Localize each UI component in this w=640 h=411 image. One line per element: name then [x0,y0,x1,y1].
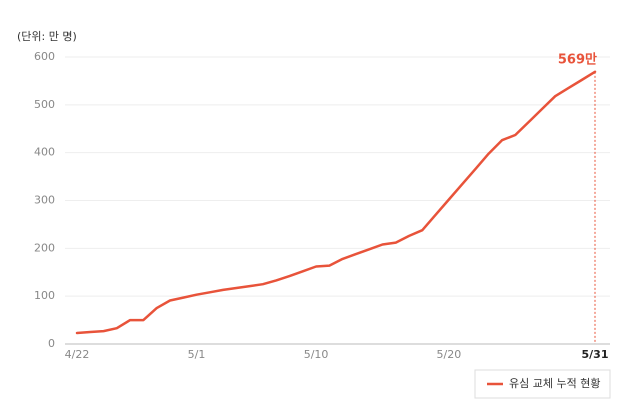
y-tick-label: 0 [48,337,55,350]
x-tick-label: 5/20 [437,348,462,361]
y-tick-label: 200 [34,241,55,254]
y-tick-label: 500 [34,98,55,111]
x-tick-label: 5/1 [188,348,206,361]
unit-label: (단위: 만 명) [17,30,77,43]
x-tick-label: 4/22 [65,348,90,361]
y-tick-label: 100 [34,289,55,302]
value-label: 569만 [558,51,597,67]
x-tick-label: 5/10 [304,348,329,361]
x-tick-label: 5/31 [582,348,609,361]
y-tick-label: 300 [34,194,55,207]
legend-box [474,369,611,399]
y-tick-label: 400 [34,146,55,159]
y-tick-label: 600 [34,50,55,63]
legend-label: 유심 교체 누적 현황 [509,377,600,390]
data-line [75,70,597,335]
